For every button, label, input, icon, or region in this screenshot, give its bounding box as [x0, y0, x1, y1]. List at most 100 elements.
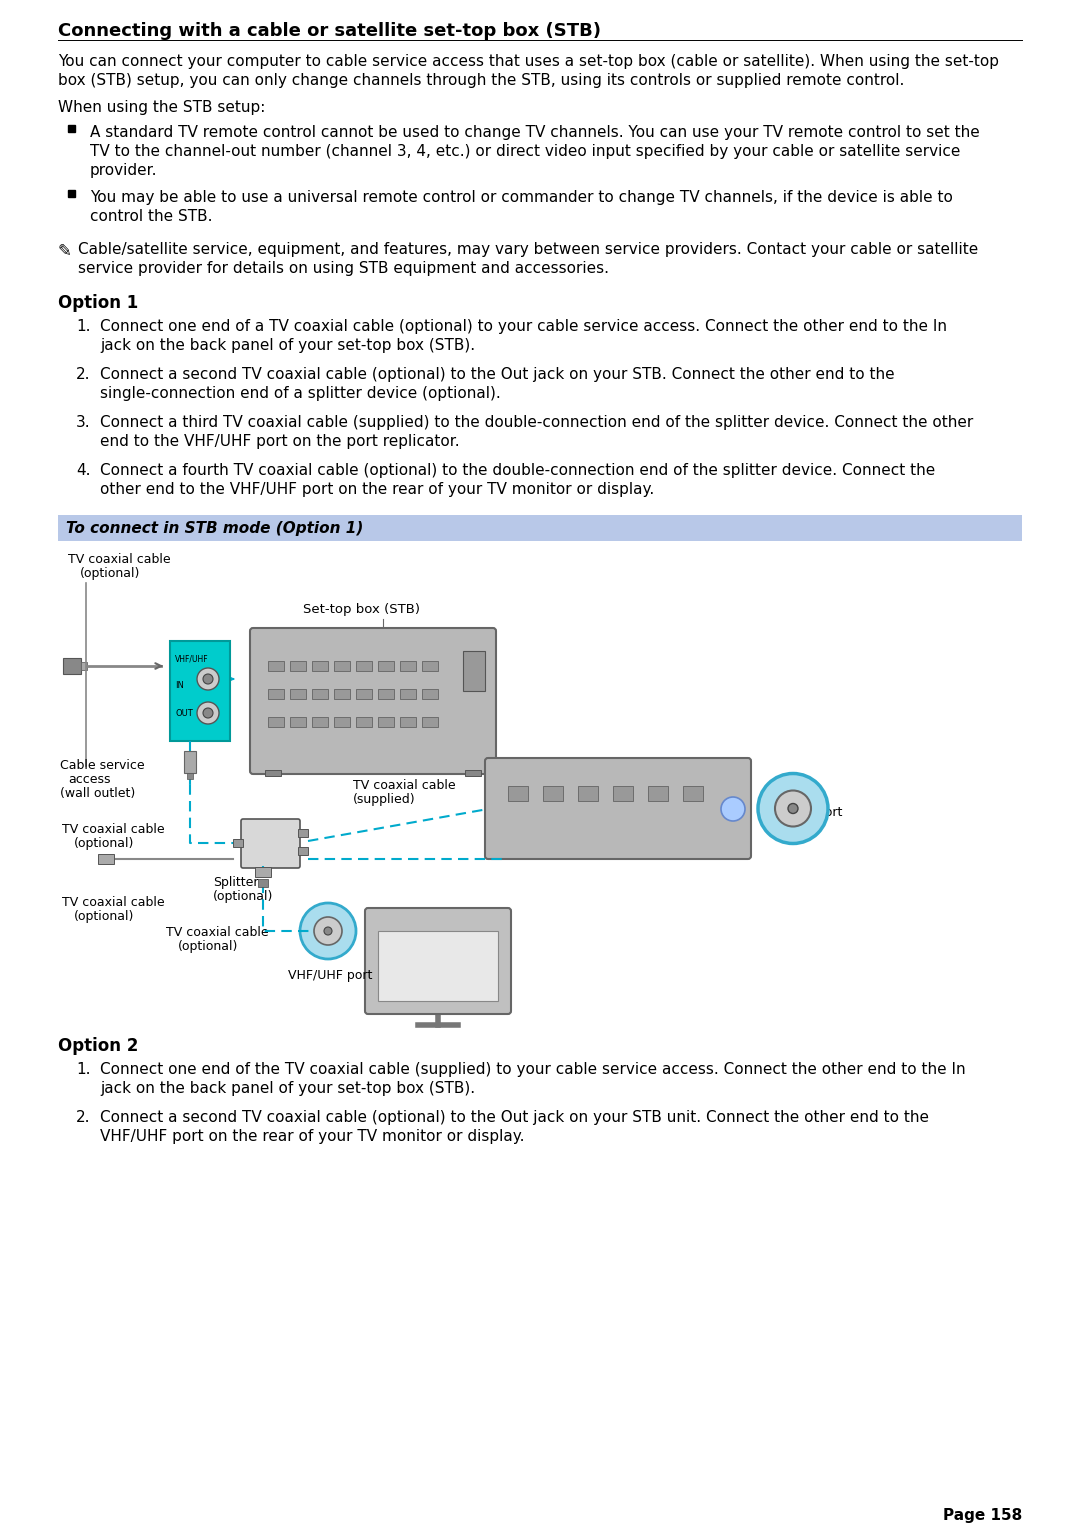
Bar — [648, 785, 669, 801]
Circle shape — [197, 701, 219, 724]
Text: VHF/UHF port: VHF/UHF port — [288, 969, 373, 983]
Text: 3.: 3. — [76, 416, 91, 429]
Bar — [378, 689, 394, 698]
Bar — [422, 662, 438, 671]
Text: VHF/UHF port on the rear of your TV monitor or display.: VHF/UHF port on the rear of your TV moni… — [100, 1129, 525, 1144]
Bar — [312, 689, 328, 698]
Bar — [265, 770, 281, 776]
Bar — [334, 689, 350, 698]
FancyBboxPatch shape — [485, 758, 751, 859]
Text: When using the STB setup:: When using the STB setup: — [58, 99, 266, 115]
Text: VHF/UHF port: VHF/UHF port — [758, 805, 842, 819]
Text: You may be able to use a universal remote control or commander to change TV chan: You may be able to use a universal remot… — [90, 189, 953, 205]
Bar — [463, 651, 485, 691]
Bar — [422, 717, 438, 727]
Text: TV coaxial cable: TV coaxial cable — [62, 824, 164, 836]
Bar — [298, 830, 308, 837]
Text: Set-top box (STB): Set-top box (STB) — [303, 604, 420, 616]
Bar — [334, 717, 350, 727]
Text: jack on the back panel of your set-top box (STB).: jack on the back panel of your set-top b… — [100, 338, 475, 353]
Bar — [291, 662, 306, 671]
Text: (optional): (optional) — [75, 911, 134, 923]
Text: (optional): (optional) — [80, 567, 140, 581]
Text: Cable service: Cable service — [60, 759, 145, 772]
Text: 1.: 1. — [76, 319, 91, 335]
Circle shape — [788, 804, 798, 813]
Text: ✎: ✎ — [58, 241, 72, 260]
Text: (optional): (optional) — [213, 889, 273, 903]
Text: Connect one end of a TV coaxial cable (optional) to your cable service access. C: Connect one end of a TV coaxial cable (o… — [100, 319, 947, 335]
Bar — [465, 770, 481, 776]
Text: 4.: 4. — [76, 463, 91, 478]
Text: Connect a second TV coaxial cable (optional) to the Out jack on your STB unit. C: Connect a second TV coaxial cable (optio… — [100, 1109, 929, 1125]
Text: 2.: 2. — [76, 1109, 91, 1125]
Text: TV to the channel-out number (channel 3, 4, etc.) or direct video input specifie: TV to the channel-out number (channel 3,… — [90, 144, 960, 159]
FancyBboxPatch shape — [365, 908, 511, 1015]
Text: Page 158: Page 158 — [943, 1508, 1022, 1523]
Text: Option 1: Option 1 — [58, 293, 138, 312]
Bar — [81, 662, 87, 669]
Circle shape — [203, 707, 213, 718]
Text: jack on the back panel of your set-top box (STB).: jack on the back panel of your set-top b… — [100, 1080, 475, 1096]
Bar — [578, 785, 598, 801]
Bar — [312, 717, 328, 727]
Circle shape — [775, 790, 811, 827]
Text: provider.: provider. — [90, 163, 158, 177]
Circle shape — [300, 903, 356, 960]
Bar — [356, 717, 372, 727]
Text: (optional): (optional) — [75, 837, 134, 850]
Bar — [400, 689, 416, 698]
Bar — [268, 689, 284, 698]
Text: Splitter: Splitter — [213, 876, 258, 889]
Bar — [187, 773, 193, 779]
Bar — [378, 662, 394, 671]
Text: TV coaxial cable: TV coaxial cable — [353, 779, 456, 792]
Circle shape — [324, 927, 332, 935]
Bar — [258, 879, 268, 886]
Bar — [422, 689, 438, 698]
Bar — [68, 125, 75, 131]
Text: TV coaxial cable: TV coaxial cable — [166, 926, 269, 940]
Circle shape — [314, 917, 342, 944]
Bar — [356, 662, 372, 671]
Text: Connect a second TV coaxial cable (optional) to the Out jack on your STB. Connec: Connect a second TV coaxial cable (optio… — [100, 367, 894, 382]
Text: A standard TV remote control cannot be used to change TV channels. You can use y: A standard TV remote control cannot be u… — [90, 125, 980, 141]
Text: Connect one end of the TV coaxial cable (supplied) to your cable service access.: Connect one end of the TV coaxial cable … — [100, 1062, 966, 1077]
Text: control the STB.: control the STB. — [90, 209, 213, 225]
Bar — [233, 839, 243, 847]
Text: VHF/UHF: VHF/UHF — [175, 656, 208, 665]
Circle shape — [197, 668, 219, 691]
Bar — [356, 689, 372, 698]
FancyBboxPatch shape — [241, 819, 300, 868]
Bar — [334, 662, 350, 671]
Text: (supplied): (supplied) — [353, 793, 416, 805]
Bar — [58, 515, 1022, 541]
Bar — [98, 854, 114, 863]
Circle shape — [721, 798, 745, 821]
Bar — [291, 717, 306, 727]
Bar — [543, 785, 563, 801]
Bar — [255, 866, 271, 877]
Text: IN: IN — [175, 681, 184, 691]
Bar — [613, 785, 633, 801]
Text: OUT: OUT — [175, 709, 192, 718]
Text: TV coaxial cable: TV coaxial cable — [62, 895, 164, 909]
Bar — [170, 642, 230, 741]
Text: TV coaxial cable: TV coaxial cable — [68, 553, 171, 565]
Text: You can connect your computer to cable service access that uses a set-top box (c: You can connect your computer to cable s… — [58, 53, 999, 69]
Text: Connect a fourth TV coaxial cable (optional) to the double-connection end of the: Connect a fourth TV coaxial cable (optio… — [100, 463, 935, 478]
Bar — [268, 662, 284, 671]
Bar — [378, 717, 394, 727]
Circle shape — [203, 674, 213, 685]
Text: Option 2: Option 2 — [58, 1038, 138, 1054]
Text: other end to the VHF/UHF port on the rear of your TV monitor or display.: other end to the VHF/UHF port on the rea… — [100, 481, 654, 497]
Bar — [291, 689, 306, 698]
Text: Cable/satellite service, equipment, and features, may vary between service provi: Cable/satellite service, equipment, and … — [78, 241, 978, 257]
FancyBboxPatch shape — [249, 628, 496, 775]
Text: Connecting with a cable or satellite set-top box (STB): Connecting with a cable or satellite set… — [58, 21, 600, 40]
Bar — [63, 659, 81, 674]
Text: To connect in STB mode (Option 1): To connect in STB mode (Option 1) — [66, 521, 363, 536]
Bar — [312, 662, 328, 671]
Bar — [400, 662, 416, 671]
Bar — [268, 717, 284, 727]
